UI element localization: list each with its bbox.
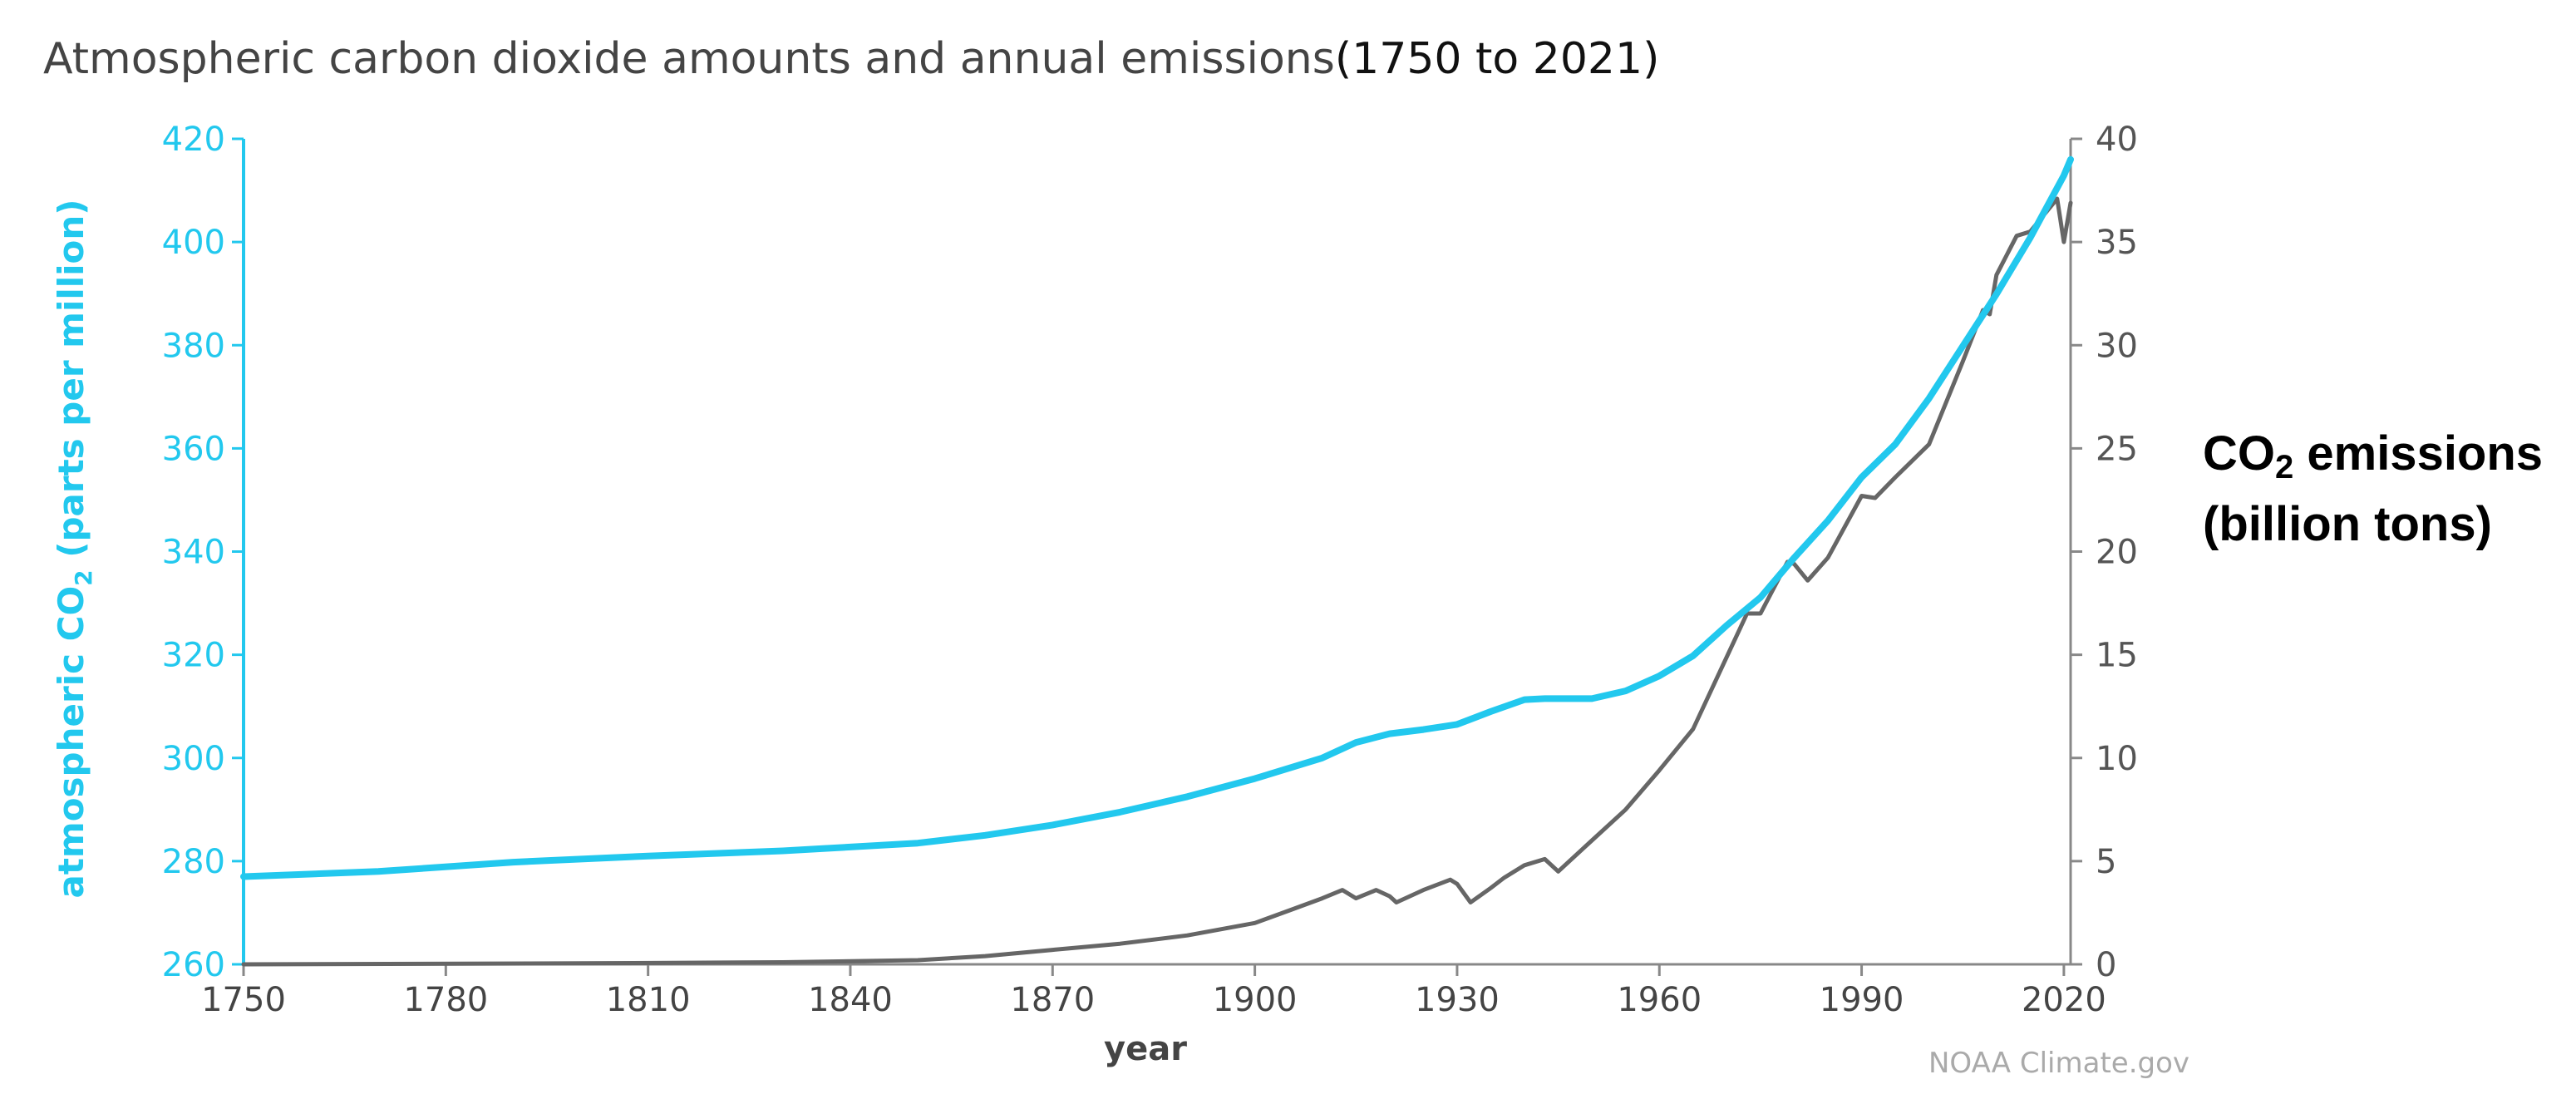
- y-axis-label: atmospheric CO2 (parts per million): [51, 200, 97, 899]
- atmospheric-co2-series-line: [240, 155, 2074, 880]
- right-tick-label: 30: [2096, 327, 2138, 365]
- chart-title: Atmospheric carbon dioxide amounts and a…: [43, 34, 1659, 84]
- left-tick-label: 260: [162, 946, 225, 984]
- right-tick-label: 25: [2096, 430, 2138, 468]
- left-tick-label: 340: [162, 534, 225, 572]
- x-axis-ticks: 1750 1780 1810 1840 1870 1900 1930 1960 1990 2020: [201, 964, 2106, 1019]
- y2-label-co: CO: [2203, 426, 2275, 481]
- right-axis-ticks: 0 5 10 15 20 25 30 35 40: [2071, 121, 2138, 984]
- right-tick-label: 15: [2096, 637, 2138, 675]
- y2-label-sub: 2: [2275, 449, 2293, 485]
- right-tick-label: 20: [2096, 534, 2138, 572]
- series-layer: [240, 155, 2074, 967]
- left-tick-label: 300: [162, 740, 225, 778]
- y2-label-tail: emissions: [2293, 426, 2543, 481]
- left-tick-label: 280: [162, 843, 225, 881]
- chart-title-range: (1750 to 2021): [1335, 34, 1660, 84]
- right-tick-label: 10: [2096, 740, 2138, 778]
- x-tick-label: 1780: [403, 981, 488, 1019]
- x-tick-label: 1960: [1617, 981, 1702, 1019]
- x-tick-label: 1870: [1010, 981, 1095, 1019]
- y-axis-label-tail: (parts per million): [51, 200, 91, 570]
- right-tick-label: 35: [2096, 224, 2138, 262]
- left-tick-label: 360: [162, 430, 225, 468]
- left-tick-label: 420: [162, 121, 225, 159]
- chart-title-main: Atmospheric carbon dioxide amounts and a…: [43, 34, 1335, 84]
- left-axis-ticks: 260 280 300 320 340 360 380 400 420: [162, 121, 244, 984]
- x-tick-label: 1930: [1415, 981, 1500, 1019]
- x-tick-label: 1990: [1820, 981, 1904, 1019]
- x-tick-label: 1810: [606, 981, 691, 1019]
- right-tick-label: 0: [2096, 946, 2116, 984]
- left-tick-label: 380: [162, 327, 225, 365]
- y2-axis-label-line2: (billion tons): [2203, 497, 2492, 551]
- right-tick-label: 40: [2096, 121, 2138, 159]
- x-tick-label: 2020: [2022, 981, 2106, 1019]
- y2-axis-label-line1: CO2 emissions: [2203, 426, 2543, 485]
- y-axis-label-sub: 2: [70, 569, 97, 585]
- emissions-series-line: [241, 196, 2073, 967]
- y-axis-label-main: atmospheric CO: [51, 586, 91, 899]
- source-credit: NOAA Climate.gov: [1928, 1047, 2189, 1080]
- x-tick-label: 1750: [201, 981, 286, 1019]
- x-axis-label: year: [1104, 1030, 1187, 1068]
- left-tick-label: 320: [162, 637, 225, 675]
- right-tick-label: 5: [2096, 843, 2116, 881]
- left-tick-label: 400: [162, 224, 225, 262]
- x-tick-label: 1900: [1213, 981, 1298, 1019]
- x-tick-label: 1840: [808, 981, 893, 1019]
